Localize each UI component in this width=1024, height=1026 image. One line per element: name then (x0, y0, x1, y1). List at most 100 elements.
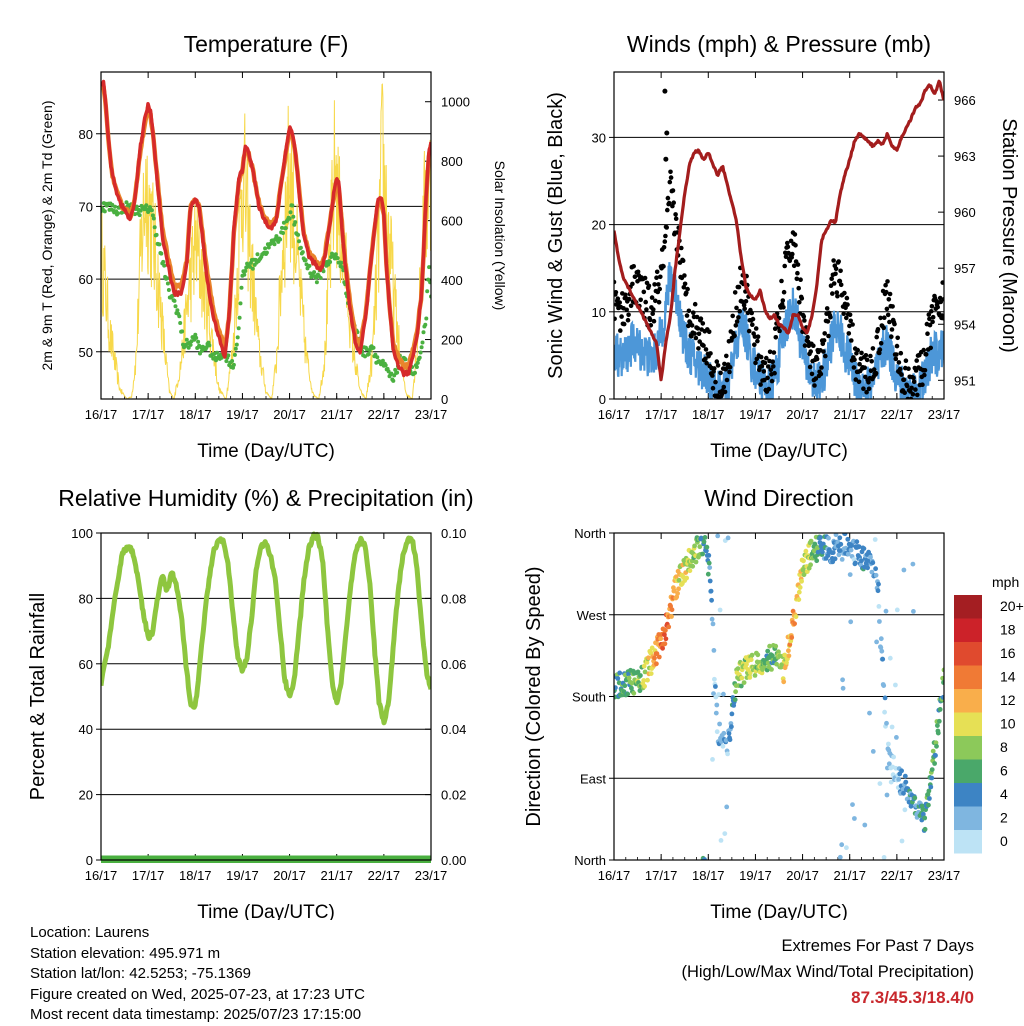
direction-point (642, 683, 647, 689)
gust-point (790, 251, 795, 257)
legend-swatch (954, 806, 982, 830)
y-axis-label: Direction (Colored By Speed) (523, 566, 545, 826)
x-tick-label: 19/17 (226, 407, 259, 422)
gust-point (679, 245, 684, 251)
direction-point (646, 655, 651, 661)
gust-point (878, 315, 883, 321)
plot-border (613, 71, 945, 400)
dewpoint-point (144, 203, 149, 208)
direction-point (773, 643, 779, 649)
x-tick-label: 22/17 (881, 407, 914, 422)
y-tick-label: 0 (599, 392, 606, 407)
direction-point (706, 553, 712, 558)
dewpoint-point (236, 326, 241, 331)
gust-point (739, 299, 745, 304)
gust-point (928, 345, 933, 351)
direction-point (882, 695, 888, 701)
direction-point (879, 648, 885, 654)
gust-point (651, 318, 657, 324)
direction-point (790, 608, 796, 614)
gust-point (656, 282, 661, 287)
x-tick-label: 18/17 (692, 407, 725, 422)
x-tick-label: 22/17 (368, 868, 401, 883)
gust-point (697, 339, 702, 344)
gust-peak-point (663, 156, 669, 162)
gust-point (770, 359, 775, 365)
y-tick-label: 0 (86, 853, 93, 868)
gust-point (851, 365, 857, 370)
direction-point (786, 653, 792, 659)
direction-point (658, 636, 664, 642)
gust-point (793, 243, 798, 248)
dewpoint-point (161, 259, 166, 264)
dewpoint-point (175, 308, 180, 313)
gust-point (913, 387, 918, 392)
gust-point (673, 216, 679, 221)
legend-swatch (954, 736, 982, 760)
x-axis-label: Time (Day/UTC) (710, 441, 848, 462)
x-tick-label: 19/17 (226, 868, 259, 883)
gust-point (887, 291, 893, 297)
gust-point (870, 346, 876, 351)
y-tick-label: 30 (592, 130, 606, 145)
direction-point (779, 662, 785, 667)
x-tick-label: 21/17 (833, 868, 866, 883)
panel-title: Winds (mph) & Pressure (mb) (627, 31, 931, 57)
legend-swatch (954, 618, 982, 642)
dewpoint-point (427, 265, 431, 270)
direction-point (687, 568, 693, 574)
direction-point (894, 735, 899, 740)
direction-point (901, 790, 906, 796)
direction-point (710, 621, 716, 627)
direction-point (727, 737, 733, 743)
direction-point (700, 551, 705, 557)
gust-point (857, 361, 862, 367)
y-tick-label: North (574, 853, 606, 868)
x-tick-label: 23/17 (928, 868, 961, 883)
direction-point (762, 664, 767, 670)
gust-point (915, 392, 920, 398)
plot-border (100, 71, 432, 400)
direction-point (625, 691, 631, 697)
gust-point (644, 307, 649, 312)
legend-label: 20+ (1000, 598, 1024, 614)
gust-point (700, 321, 706, 326)
gust-point (869, 359, 874, 364)
dewpoint-point (395, 370, 400, 375)
y2-tick-label: 0 (441, 392, 448, 407)
direction-point (652, 655, 657, 661)
gust-point (848, 318, 853, 324)
gust-point (694, 314, 700, 320)
legend-label: 16 (1000, 645, 1016, 661)
x-tick-label: 19/17 (739, 407, 772, 422)
direction-point (877, 781, 883, 786)
gust-point (883, 282, 888, 288)
gust-point (727, 364, 733, 370)
direction-point (784, 660, 789, 665)
gust-point (909, 385, 914, 391)
y-tick-label: 80 (79, 591, 93, 606)
dewpoint-point (278, 237, 283, 242)
dewpoint-point (280, 225, 284, 230)
direction-point (818, 535, 823, 540)
gust-point (807, 364, 813, 370)
dewpoint-point (417, 355, 422, 360)
legend-label: 18 (1000, 622, 1016, 638)
gust-point (935, 304, 940, 310)
gust-point (844, 315, 849, 321)
dewpoint-point (383, 363, 388, 368)
direction-point (929, 775, 935, 781)
gust-point (615, 296, 621, 302)
gust-point (692, 331, 697, 336)
direction-point (882, 709, 887, 715)
gust-point (809, 371, 815, 377)
gust-point (718, 370, 723, 376)
direction-point (868, 554, 873, 560)
direction-point (833, 533, 839, 538)
dewpoint-point (150, 213, 155, 218)
gust-point (766, 386, 772, 392)
direction-point (713, 710, 719, 716)
panel-humidity: Relative Humidity (%) & Precipitation (i… (27, 485, 474, 920)
dewpoint-point (288, 210, 293, 215)
